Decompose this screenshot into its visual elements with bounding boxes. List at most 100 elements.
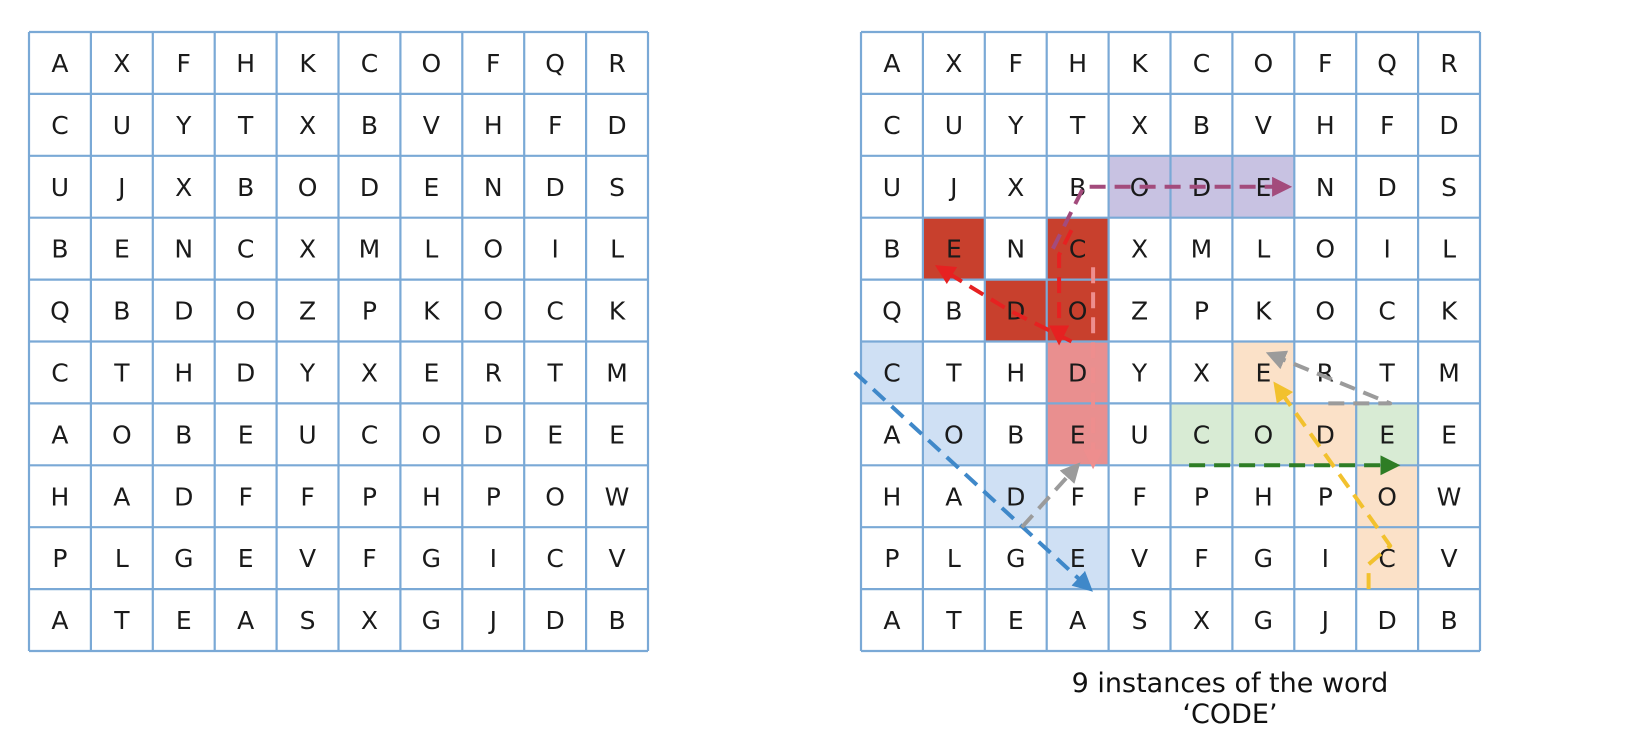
- grid-letter: Q: [1377, 49, 1397, 78]
- grid-letter: Y: [299, 358, 316, 387]
- grid-letter: T: [547, 358, 564, 387]
- grid-letter: M: [359, 235, 381, 264]
- grid-letter: E: [114, 235, 130, 264]
- highlight-cell: [922, 403, 985, 466]
- grid-letter: D: [1316, 420, 1335, 449]
- grid-letter: B: [945, 297, 962, 326]
- grid-letter: X: [299, 111, 316, 140]
- highlight-cell: [1356, 403, 1419, 466]
- grid-letter: R: [608, 49, 625, 78]
- highlight-cell: [1046, 217, 1109, 280]
- grid-letter: Q: [882, 297, 902, 326]
- grid-letter: A: [51, 420, 68, 449]
- grid-letter: O: [483, 297, 503, 326]
- grid-letter: U: [883, 173, 901, 202]
- grid-letter: X: [299, 235, 316, 264]
- grid-letter: P: [1194, 482, 1209, 511]
- grid-letter: X: [113, 49, 130, 78]
- grid-letter: P: [52, 544, 67, 573]
- grid-letter: X: [1193, 606, 1210, 635]
- grid-letter: C: [1378, 297, 1395, 326]
- grid-letter: S: [1132, 606, 1148, 635]
- grid-letter: Z: [299, 297, 316, 326]
- grid-letter: S: [609, 173, 625, 202]
- highlight-cell: [1170, 403, 1233, 466]
- puzzle-grid-left: A X F H K C O F Q R C U Y T X B V H F D U J X B O D E N D S B E N C X M L O I L…: [27, 30, 650, 653]
- grid-letter: E: [609, 420, 625, 449]
- grid-letter: H: [51, 482, 70, 511]
- grid-letter: T: [1379, 358, 1396, 387]
- grid-letter: B: [113, 297, 130, 326]
- grid-letter: E: [1255, 358, 1271, 387]
- grid-letter: O: [298, 173, 318, 202]
- grid-letter: F: [1380, 111, 1394, 140]
- grid-letter: F: [300, 482, 314, 511]
- grid-letter: O: [483, 235, 503, 264]
- grid-letter: Y: [1007, 111, 1024, 140]
- grid-letter: E: [238, 544, 254, 573]
- grid-letter: H: [1006, 358, 1025, 387]
- grid-letter: A: [51, 606, 68, 635]
- grid-letter: F: [1194, 544, 1208, 573]
- grid-letter: V: [423, 111, 440, 140]
- direction-arrow: [853, 370, 1093, 592]
- grid-letter: P: [884, 544, 899, 573]
- grid-letter: C: [361, 49, 378, 78]
- grid-letter: K: [423, 297, 440, 326]
- grid-letter: E: [547, 420, 563, 449]
- grid-letter: H: [422, 482, 441, 511]
- grid-letter: D: [1378, 173, 1397, 202]
- grid-letter: M: [1191, 235, 1213, 264]
- grid-letter: Y: [1131, 358, 1148, 387]
- grid-letter: S: [300, 606, 316, 635]
- grid-letter: L: [947, 544, 961, 573]
- grid-letter: E: [1070, 544, 1086, 573]
- grid-letter: Y: [175, 111, 192, 140]
- grid-letter: H: [236, 49, 255, 78]
- grid-letter: D: [484, 420, 503, 449]
- grid-letter: G: [1006, 544, 1025, 573]
- grid-letter: O: [1130, 173, 1150, 202]
- grid-letter: C: [237, 235, 254, 264]
- grid-letter: V: [1440, 544, 1457, 573]
- grid-letter: U: [51, 173, 69, 202]
- grid-letter: G: [1254, 606, 1273, 635]
- grid-letter: A: [51, 49, 68, 78]
- grid-letter: C: [1193, 420, 1210, 449]
- grid-letter: H: [1254, 482, 1273, 511]
- grid-letter: P: [486, 482, 501, 511]
- grid-letter: F: [238, 482, 252, 511]
- grid-letter: M: [606, 358, 628, 387]
- grid-letter: A: [883, 606, 900, 635]
- grid-letter: G: [422, 544, 441, 573]
- grid-letter: B: [1007, 420, 1024, 449]
- grid-letter: X: [945, 49, 962, 78]
- grid-letter: O: [1068, 297, 1088, 326]
- grid-letter: T: [945, 358, 962, 387]
- grid-letter: X: [1131, 111, 1148, 140]
- grid-letter: E: [1441, 420, 1457, 449]
- grid-letter: D: [174, 297, 193, 326]
- grid-letter: X: [1007, 173, 1024, 202]
- grid-letter: H: [174, 358, 193, 387]
- grid-letter: O: [1315, 297, 1335, 326]
- grid-letter: U: [945, 111, 963, 140]
- grid-letter: F: [1070, 482, 1084, 511]
- grid-letter: L: [424, 235, 438, 264]
- grid-letter: X: [1131, 235, 1148, 264]
- grid-letter: D: [1068, 358, 1087, 387]
- grid-letter: M: [1438, 358, 1460, 387]
- grid-letter: D: [1006, 297, 1025, 326]
- grid-letter: O: [236, 297, 256, 326]
- grid-letters: A X F H K C O F Q R C U Y T X B V H F D U J X B O D E N D S B E N C X M L O I L…: [50, 49, 629, 635]
- grid-letter: O: [112, 420, 132, 449]
- grid-letter: B: [237, 173, 254, 202]
- grid-letter: X: [361, 606, 378, 635]
- grid-letter: L: [610, 235, 624, 264]
- grid-letter: E: [423, 173, 439, 202]
- grid-letter: O: [1254, 420, 1274, 449]
- grid-letter: I: [1383, 235, 1390, 264]
- grid-letter: J: [1320, 606, 1329, 635]
- grid-letter: E: [423, 358, 439, 387]
- grid-letter: G: [174, 544, 193, 573]
